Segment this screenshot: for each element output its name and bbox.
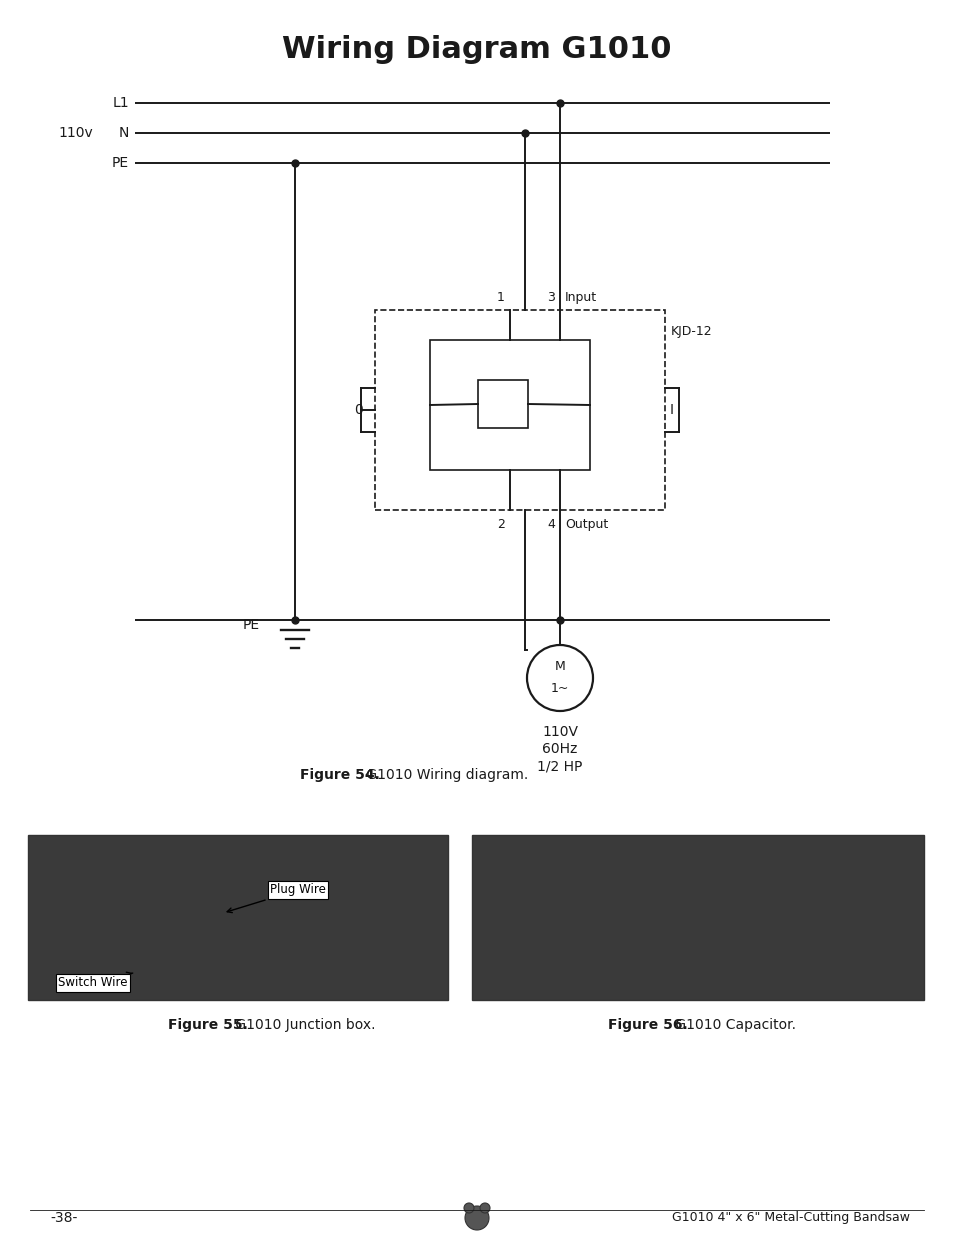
Text: 4: 4 <box>547 517 555 531</box>
Text: L1: L1 <box>112 96 129 110</box>
Text: Figure 55.: Figure 55. <box>168 1018 248 1032</box>
FancyBboxPatch shape <box>472 835 923 1000</box>
Text: KJD-12: KJD-12 <box>670 326 712 338</box>
Circle shape <box>464 1207 489 1230</box>
Text: PE: PE <box>112 156 129 170</box>
Circle shape <box>463 1203 474 1213</box>
Text: G1010 Junction box.: G1010 Junction box. <box>231 1018 375 1032</box>
Text: Output: Output <box>564 517 608 531</box>
Text: Figure 54.: Figure 54. <box>299 768 379 782</box>
Text: 1: 1 <box>497 291 504 304</box>
Text: 2: 2 <box>497 517 504 531</box>
Text: 1/2 HP: 1/2 HP <box>537 760 582 773</box>
Text: I: I <box>669 403 673 417</box>
Text: Figure 56.: Figure 56. <box>607 1018 687 1032</box>
FancyBboxPatch shape <box>28 835 448 1000</box>
Text: 110v: 110v <box>58 126 92 140</box>
Text: G1010 Wiring diagram.: G1010 Wiring diagram. <box>361 768 528 782</box>
Text: Input: Input <box>564 291 597 304</box>
Text: 3: 3 <box>547 291 555 304</box>
Text: Plug Wire: Plug Wire <box>227 883 326 913</box>
Text: G1010 4" x 6" Metal-Cutting Bandsaw: G1010 4" x 6" Metal-Cutting Bandsaw <box>671 1212 909 1224</box>
Text: Switch Wire: Switch Wire <box>58 972 132 989</box>
Text: 0: 0 <box>354 403 363 417</box>
Text: -38-: -38- <box>50 1212 77 1225</box>
Text: N: N <box>118 126 129 140</box>
Text: Wiring Diagram G1010: Wiring Diagram G1010 <box>282 36 671 64</box>
Text: 110V: 110V <box>541 725 578 739</box>
Text: M: M <box>554 661 565 673</box>
Circle shape <box>479 1203 490 1213</box>
Text: 60Hz: 60Hz <box>541 742 578 756</box>
Text: G1010 Capacitor.: G1010 Capacitor. <box>670 1018 795 1032</box>
Text: PE: PE <box>243 618 260 632</box>
Text: 1~: 1~ <box>550 682 569 694</box>
